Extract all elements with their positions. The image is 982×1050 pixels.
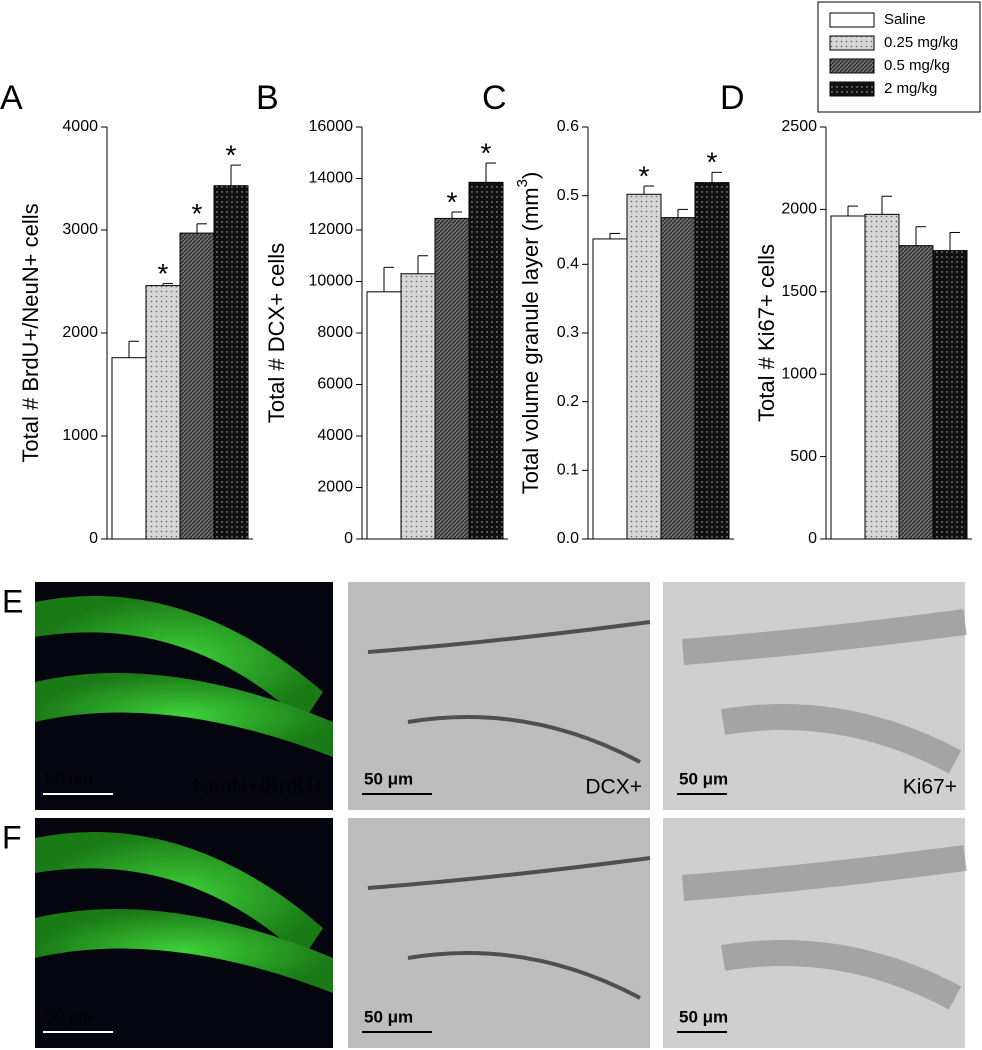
y-tick-label: 0.6: [557, 118, 579, 135]
y-tick-label: 0.4: [557, 256, 579, 273]
panel-label: E: [2, 583, 23, 619]
bar: [179, 232, 215, 540]
cell-layer: [682, 845, 967, 901]
significance-mark: *: [639, 160, 650, 191]
y-axis-label: Total volume granule layer (mm3): [514, 172, 543, 495]
panel-label: C: [482, 79, 507, 117]
y-tick-label: 0: [89, 530, 98, 547]
cell-layer: [35, 596, 323, 722]
y-tick-label: 500: [790, 448, 817, 465]
bar: [864, 213, 900, 540]
cell-layer: [35, 673, 333, 757]
bar: [213, 185, 249, 540]
significance-mark: *: [447, 186, 458, 217]
y-tick-label: 16000: [309, 118, 354, 135]
cell-layer: [407, 951, 641, 1000]
cell-layer: [367, 856, 651, 890]
y-axis-label-part: 3: [514, 179, 531, 187]
scale-label: 50 μm: [45, 769, 93, 788]
bar: [468, 181, 504, 540]
micrograph-caption: Ki67+: [903, 776, 957, 799]
micrograph: [348, 818, 650, 1048]
bar: [434, 217, 470, 540]
bar: [660, 217, 696, 540]
y-tick-label: 0.5: [557, 187, 579, 204]
legend-label: 0.5 mg/kg: [884, 57, 950, 74]
bar: [592, 238, 628, 540]
cell-layer: [682, 609, 967, 665]
legend-swatch: [829, 58, 875, 74]
scale-label: 50 μm: [45, 1007, 93, 1026]
y-tick-label: 10000: [309, 273, 354, 290]
y-axis-label: Total # BrdU+/NeuN+ cells: [18, 203, 43, 462]
y-tick-label: 14000: [309, 170, 354, 187]
scale-label: 50 μm: [364, 769, 413, 788]
cell-layer: [367, 620, 651, 654]
y-tick-label: 2000: [781, 201, 817, 218]
cell-layer: [35, 832, 323, 958]
y-tick-label: 0.0: [557, 530, 579, 547]
scale-label: 50 μm: [679, 769, 728, 788]
y-tick-label: 12000: [309, 221, 354, 238]
significance-mark: *: [158, 258, 169, 289]
significance-mark: *: [481, 137, 492, 168]
significance-mark: *: [226, 140, 237, 171]
panel-label: F: [2, 819, 22, 855]
bar: [145, 285, 181, 540]
y-tick-label: 0: [344, 530, 353, 547]
significance-mark: *: [707, 147, 718, 178]
y-tick-label: 1000: [62, 427, 98, 444]
y-axis-label: Total # Ki67+ cells: [754, 244, 779, 422]
panel-label: B: [256, 79, 279, 117]
y-tick-label: 2000: [317, 479, 353, 496]
cell-layer: [407, 715, 641, 764]
y-tick-label: 0.2: [557, 393, 579, 410]
legend-label: Saline: [884, 11, 926, 28]
y-tick-label: 4000: [62, 118, 98, 135]
legend-label: 0.25 mg/kg: [884, 34, 958, 51]
micrograph-caption: NeuN+/BrdU+: [193, 776, 325, 799]
cell-layer: [35, 909, 333, 993]
panel-label: D: [720, 79, 745, 117]
cell-layer: [720, 940, 962, 1010]
legend-swatch: [829, 35, 875, 51]
panel-label: A: [0, 79, 23, 117]
bar: [898, 245, 934, 540]
bar: [626, 193, 662, 540]
y-axis-label-part: Total volume granule layer (mm: [518, 187, 543, 494]
legend-label: 2 mg/kg: [884, 80, 937, 97]
y-tick-label: 6000: [317, 376, 353, 393]
y-tick-label: 0.1: [557, 462, 579, 479]
bar: [694, 182, 730, 540]
y-tick-label: 4000: [317, 427, 353, 444]
bar: [932, 250, 968, 540]
micrograph-caption: DCX+: [585, 776, 642, 799]
legend-swatch: [829, 12, 875, 28]
legend-swatch: [829, 81, 875, 97]
y-tick-label: 2000: [62, 324, 98, 341]
bar: [830, 215, 866, 540]
scale-label: 50 μm: [364, 1007, 413, 1026]
micrograph: [348, 582, 650, 810]
y-axis-label-part: ): [518, 172, 543, 179]
y-tick-label: 3000: [62, 221, 98, 238]
y-tick-label: 0.3: [557, 324, 579, 341]
y-tick-label: 0: [808, 530, 817, 547]
y-tick-label: 2500: [781, 118, 817, 135]
y-tick-label: 1000: [781, 365, 817, 382]
y-axis-label: Total # DCX+ cells: [264, 243, 289, 423]
cell-layer: [720, 704, 962, 774]
y-tick-label: 8000: [317, 324, 353, 341]
bar: [366, 291, 402, 540]
bar: [400, 273, 436, 540]
bar: [111, 357, 147, 540]
scale-label: 50 μm: [679, 1007, 728, 1026]
significance-mark: *: [192, 198, 203, 229]
y-tick-label: 1500: [781, 283, 817, 300]
